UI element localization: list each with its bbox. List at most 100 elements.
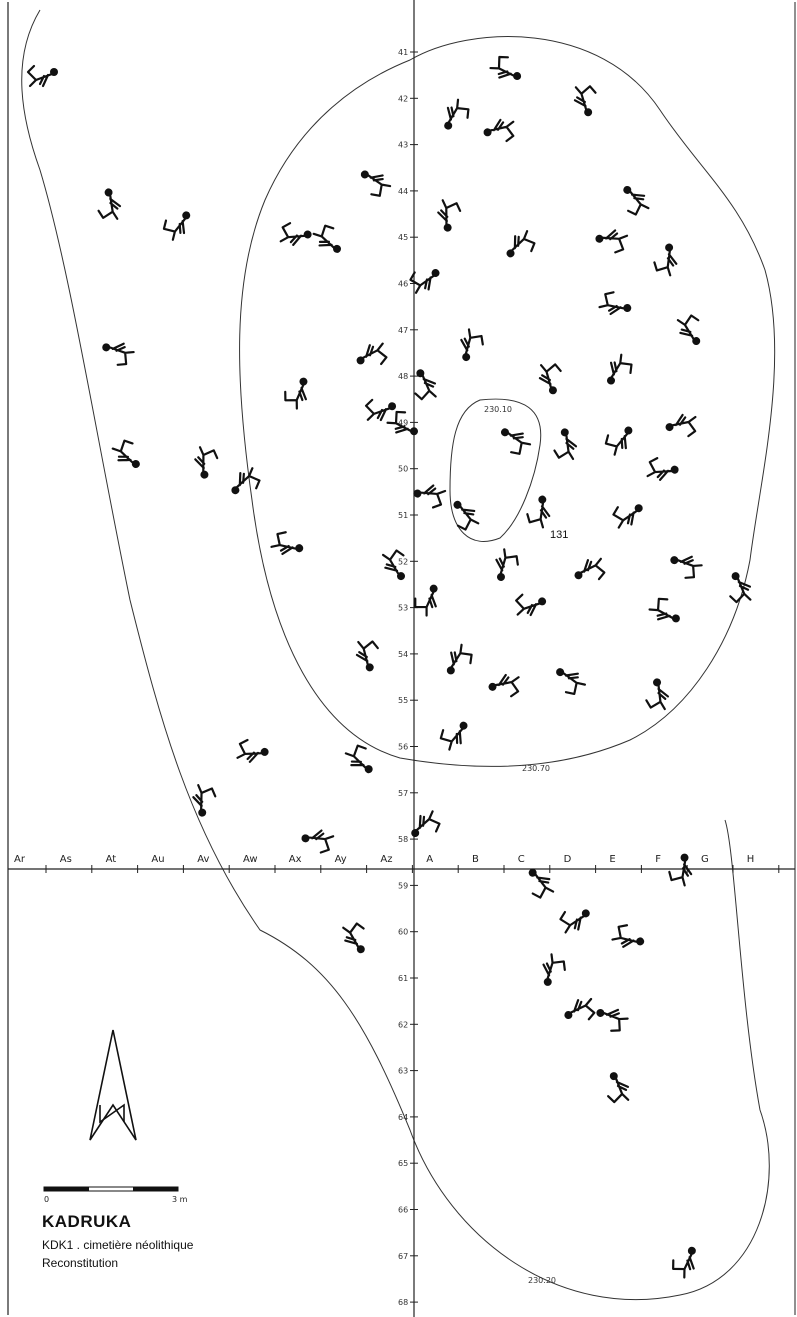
row-tick-label: 58 — [398, 835, 408, 844]
skeleton-bones — [672, 551, 703, 582]
north-arrow-icon — [90, 1030, 136, 1140]
inner-contour-label: 230.10 — [484, 405, 512, 414]
burial-skeleton — [439, 644, 475, 678]
skull-mark — [260, 747, 270, 757]
row-tick-label: 65 — [398, 1159, 408, 1168]
skeleton-bones — [599, 227, 629, 255]
burial-skeleton — [236, 738, 271, 766]
skeleton-bones — [645, 683, 670, 711]
burial-skeleton — [603, 423, 639, 455]
burial-skeleton — [489, 53, 524, 89]
burial-skeleton — [483, 118, 515, 142]
burial-skeleton — [559, 907, 593, 933]
burial-skeleton — [355, 343, 387, 367]
burial-skeleton — [438, 718, 474, 750]
burial-skeleton — [498, 421, 531, 457]
skeleton-bones — [652, 246, 681, 277]
row-tick-label: 64 — [398, 1113, 408, 1122]
skull-mark — [560, 428, 570, 438]
skeleton-bones — [417, 482, 447, 510]
skeleton-bones — [516, 595, 541, 616]
column-tick-label: Aw — [243, 854, 258, 865]
burial-skeleton — [501, 230, 536, 260]
column-tick-label: G — [701, 854, 709, 865]
burial-skeleton — [620, 182, 649, 217]
skeleton-bones — [489, 119, 516, 142]
skeleton-bones — [192, 445, 219, 475]
skeleton-bones — [104, 338, 135, 369]
legend-block: KADRUKA KDK1 . cimetière néolithique Rec… — [42, 1212, 193, 1272]
outer-contour-label: 230.20 — [528, 1276, 556, 1285]
column-tick-label: Ay — [335, 854, 347, 865]
burial-skeleton — [488, 672, 521, 697]
skeleton-bones — [553, 433, 578, 461]
row-tick-label: 43 — [398, 141, 408, 150]
row-tick-label: 62 — [398, 1020, 408, 1029]
burial-skeleton — [188, 783, 218, 818]
burial-skeleton — [669, 1244, 704, 1279]
skeleton-bones — [569, 999, 595, 1021]
burial-skeleton — [593, 224, 629, 254]
row-tick-label: 41 — [398, 48, 408, 57]
column-tick-label: H — [747, 854, 755, 865]
row-tick-label: 68 — [398, 1298, 408, 1307]
burial-skeleton — [553, 661, 586, 697]
row-tick-label: 46 — [398, 280, 408, 289]
burial-skeleton — [411, 479, 447, 510]
burial-skeleton — [313, 223, 344, 259]
skeleton-bones — [493, 673, 520, 697]
burial-skeleton — [667, 547, 703, 582]
burial-layer — [28, 53, 750, 1279]
burial-skeleton — [97, 187, 123, 221]
burial-skeleton — [436, 98, 472, 132]
skeleton-bones — [669, 1248, 700, 1279]
row-tick-label: 45 — [398, 233, 408, 242]
row-tick-label: 56 — [398, 743, 408, 752]
skeleton-bones — [491, 548, 521, 579]
skeleton-bones — [456, 328, 486, 359]
row-tick-label: 51 — [398, 511, 408, 520]
skeleton-bones — [97, 193, 122, 221]
skeleton-bones — [236, 738, 265, 764]
row-tick-label: 55 — [398, 696, 408, 705]
skull-mark — [458, 720, 469, 731]
row-tick-label: 67 — [398, 1252, 408, 1261]
skull-mark — [665, 422, 674, 431]
burial-skeleton — [270, 529, 306, 562]
scale-bar: 0 3 m — [44, 1187, 188, 1204]
skull-mark — [332, 243, 343, 254]
burial-skeleton — [598, 289, 634, 322]
skeleton-bones — [366, 400, 390, 420]
column-tick-label: Ar — [14, 854, 26, 865]
skeleton-bones — [730, 578, 751, 603]
burial-skeleton — [226, 467, 261, 497]
site-title: KADRUKA — [42, 1212, 193, 1232]
middle-contour-line — [240, 37, 775, 767]
skeleton-bones — [28, 66, 52, 86]
site-caption: Reconstitution — [42, 1254, 193, 1272]
column-tick-label: F — [655, 854, 661, 865]
row-tick-label: 61 — [398, 974, 408, 983]
burial-skeleton — [343, 923, 367, 956]
skull-mark — [363, 764, 374, 775]
burial-skeleton — [665, 413, 698, 437]
column-tick-label: As — [60, 854, 72, 865]
row-tick-label: 42 — [398, 94, 408, 103]
burial-skeleton — [28, 66, 58, 86]
row-tick-marks: 41 42 43 44 45 46 47 48 49 50 51 52 53 54 55 56 57 58 59 60… — [398, 48, 418, 1307]
skull-mark — [443, 223, 453, 233]
burial-skeleton — [608, 1072, 629, 1102]
column-tick-label: At — [106, 854, 117, 865]
skull-mark — [623, 425, 634, 436]
skull-mark — [199, 469, 209, 479]
burial-skeleton — [612, 501, 646, 528]
skeleton-bones — [598, 289, 629, 319]
skeleton-bones — [611, 922, 642, 952]
skull-mark — [488, 682, 497, 691]
row-tick-label: 52 — [398, 557, 408, 566]
skull-mark — [131, 459, 142, 470]
burial-skeleton — [593, 1000, 629, 1035]
row-tick-label: 47 — [398, 326, 408, 335]
column-tick-label: A — [426, 854, 433, 865]
burial-skeleton — [161, 208, 197, 241]
